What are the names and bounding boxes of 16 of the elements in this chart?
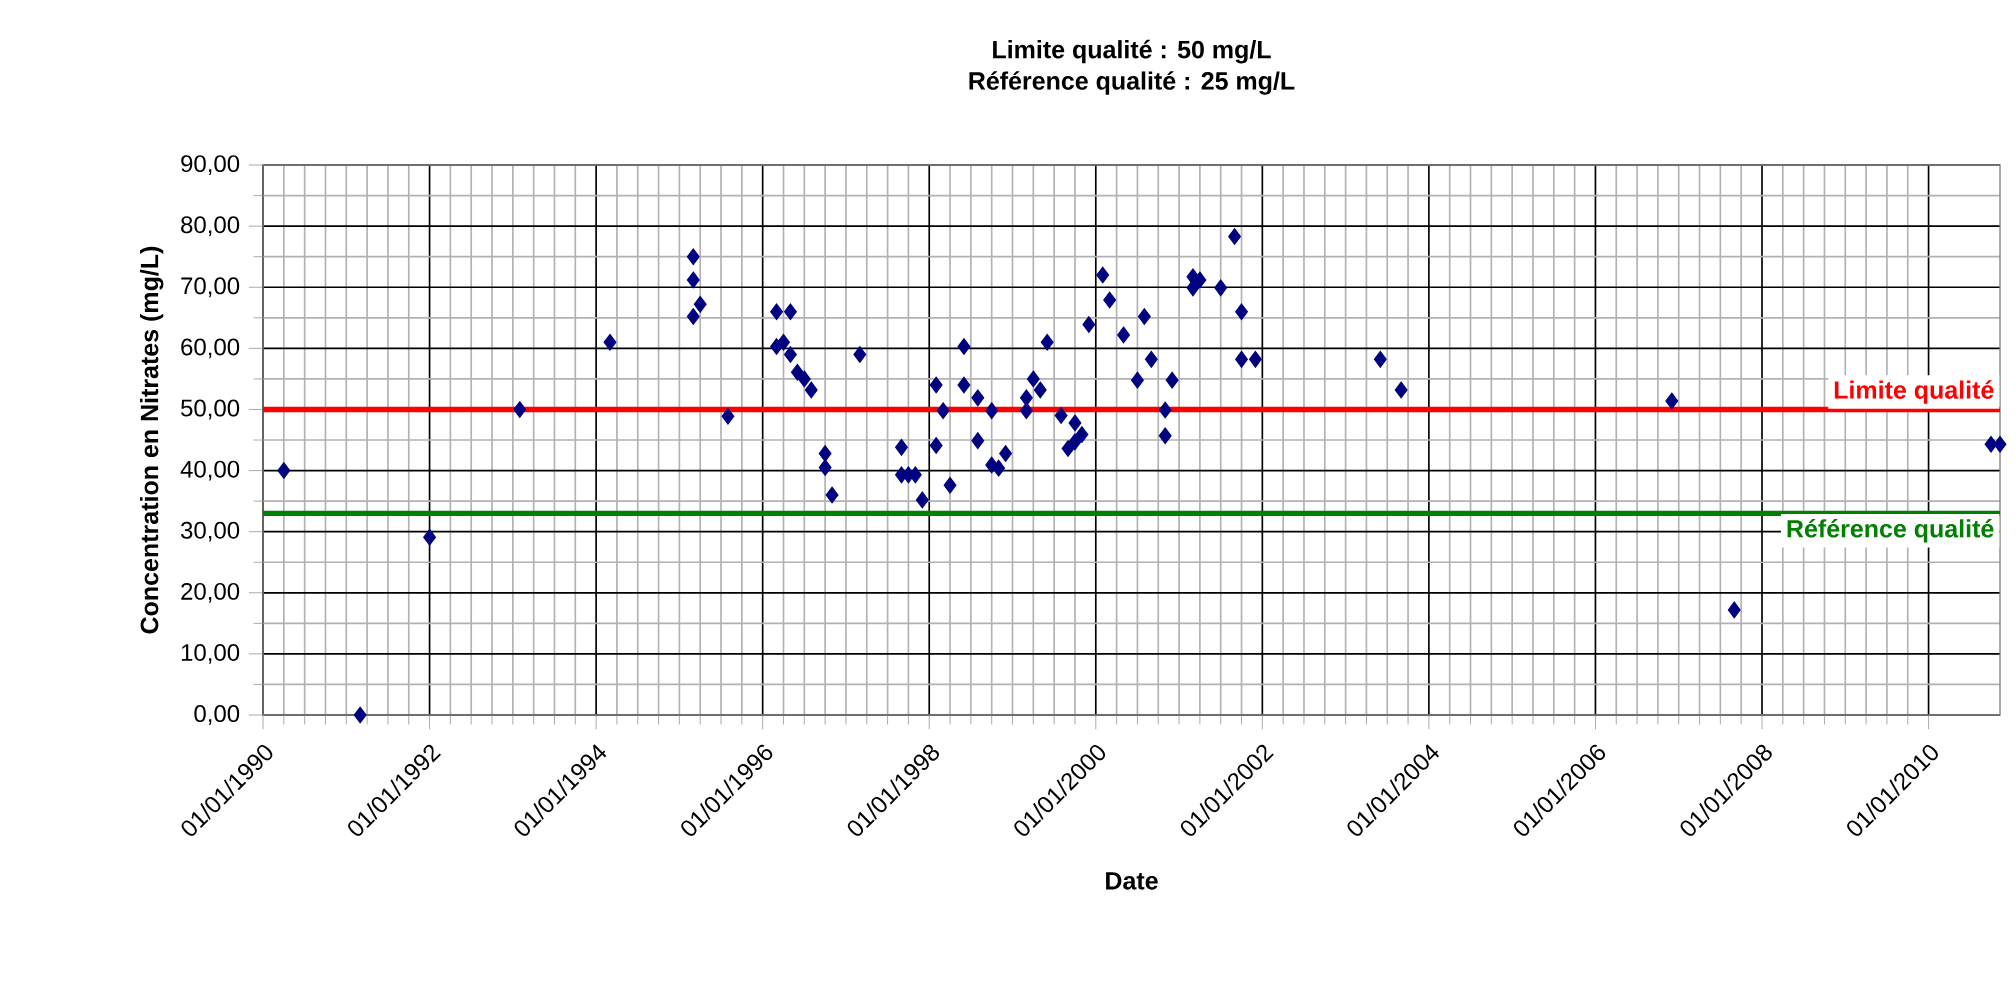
- y-tick-label: 70,00: [181, 277, 240, 298]
- chart-title: Limite qualité : 50 mg/L: [993, 39, 1271, 64]
- y-axis-title: Concentration en Nitrates (mg/L): [140, 246, 164, 634]
- y-tick-label: 20,00: [181, 582, 240, 603]
- y-tick-label: 60,00: [181, 338, 240, 359]
- y-tick-label: 0,00: [194, 705, 240, 725]
- y-tick-label: 50,00: [181, 399, 240, 420]
- y-tick-label: 80,00: [181, 216, 240, 237]
- ref-line-label: Limite qualité: [1834, 380, 1994, 404]
- y-tick-label: 10,00: [181, 644, 240, 664]
- y-tick-label: 40,00: [180, 460, 240, 481]
- y-tick-label: 30,00: [180, 521, 240, 542]
- chart-subtitle: Référence qualité : 25 mg/L: [969, 71, 1295, 95]
- y-tick-label: 90,00: [181, 155, 240, 175]
- ref-line-label: Référence qualité: [1787, 519, 1994, 543]
- x-axis-title: Date: [1106, 872, 1158, 890]
